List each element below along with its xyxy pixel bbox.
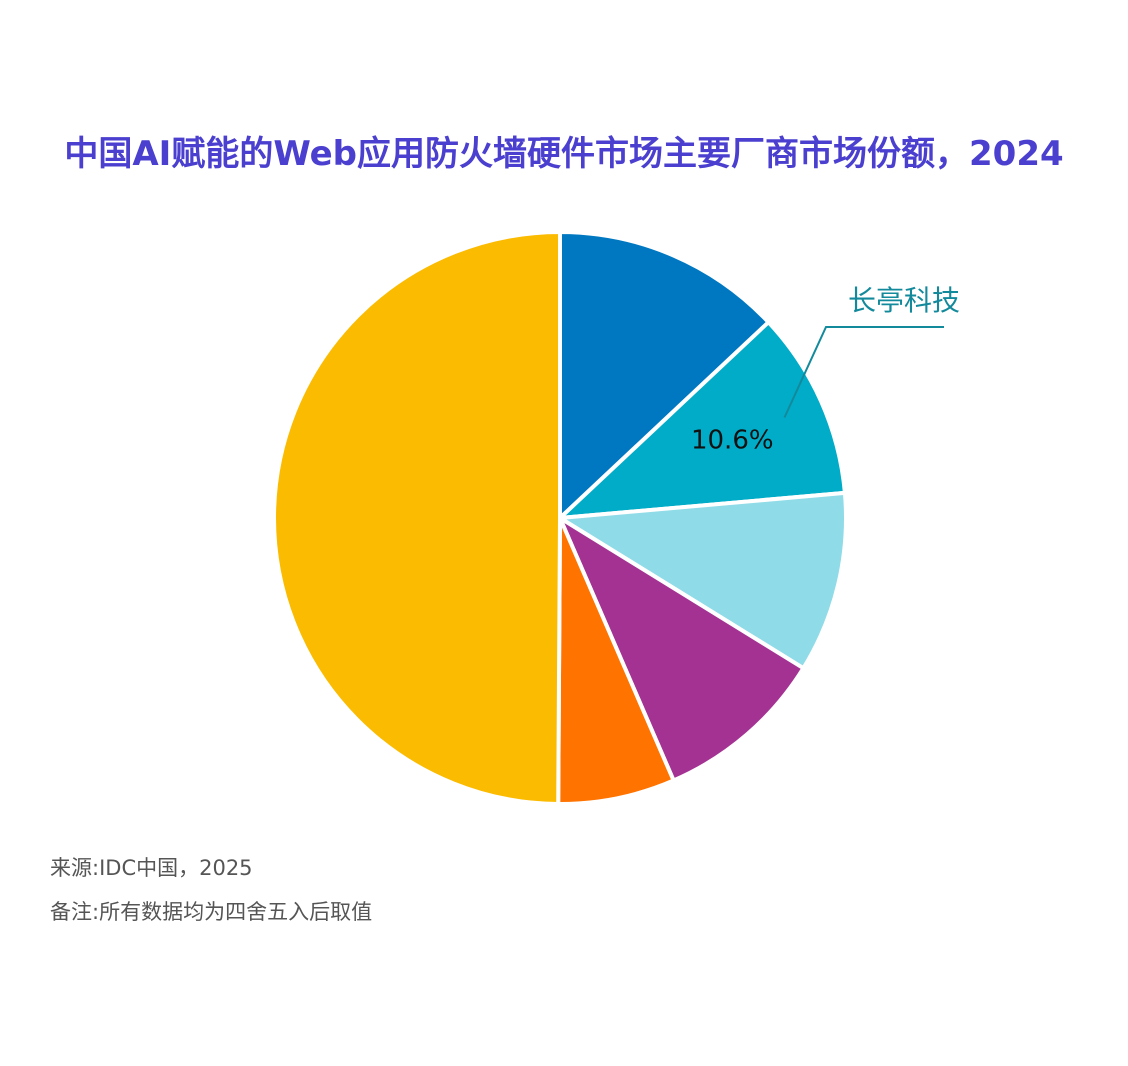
pie-slice-4 (558, 516, 806, 783)
data-label-2: 10.6% (691, 425, 774, 455)
source-note: 来源:IDC中国，2025 (50, 856, 253, 880)
pie-slice-5 (556, 516, 676, 806)
pie-slice-3 (558, 490, 848, 671)
pie-slice-1 (558, 230, 771, 520)
callout-line-2 (783, 326, 944, 418)
pie-slice-6 (272, 230, 562, 806)
pie-slice-2 (558, 320, 847, 520)
slice-name-label-2: 长亭科技 (848, 284, 960, 317)
pie-labels: 10.6% 长亭科技 (691, 284, 960, 455)
remark-note: 备注:所有数据均为四舍五入后取值 (50, 900, 373, 924)
pie-slices (272, 230, 848, 806)
chart-title: 中国AI赋能的Web应用防火墙硬件市场主要厂商市场份额，2024 (64, 134, 1064, 174)
